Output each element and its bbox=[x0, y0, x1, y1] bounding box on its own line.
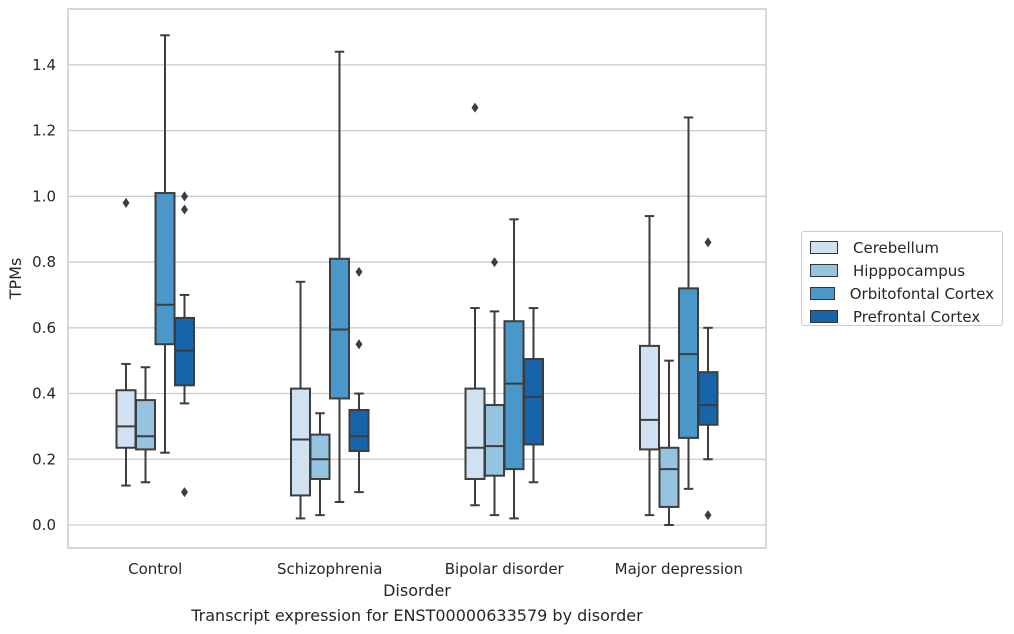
iqr-box bbox=[154, 192, 176, 346]
x-axis-title: Disorder bbox=[383, 581, 451, 600]
chart-caption: Transcript expression for ENST0000063357… bbox=[191, 606, 643, 625]
outlier-point bbox=[122, 197, 130, 208]
legend-label: Prefrontal Cortex bbox=[853, 307, 981, 326]
legend-label: Orbitofontal Cortex bbox=[849, 284, 994, 303]
x-tick-label: Bipolar disorder bbox=[445, 560, 565, 578]
x-tick-label: Control bbox=[128, 560, 182, 578]
outlier-point bbox=[181, 487, 188, 498]
box-orbitofontal-cortex-2 bbox=[503, 218, 525, 520]
legend-label: Hipppocampus bbox=[853, 261, 966, 280]
outlier-point bbox=[471, 102, 479, 113]
box-hipppocampus-2 bbox=[484, 257, 505, 517]
legend-swatch bbox=[810, 287, 835, 300]
iqr-box bbox=[309, 433, 331, 480]
x-tick-label: Schizophrenia bbox=[277, 560, 382, 578]
box-hipppocampus-0 bbox=[135, 366, 156, 484]
box-cerebellum-2 bbox=[464, 102, 486, 507]
iqr-box bbox=[678, 287, 699, 439]
box-prefrontal-cortex-1 bbox=[348, 266, 370, 494]
legend-swatch bbox=[810, 264, 838, 277]
legend-item: Cerebellum bbox=[810, 236, 994, 259]
iqr-box bbox=[290, 387, 311, 497]
iqr-box bbox=[484, 404, 505, 477]
iqr-box bbox=[464, 387, 486, 480]
legend-item: Orbitofontal Cortex bbox=[810, 282, 994, 305]
y-tick-label: 0.8 bbox=[32, 253, 56, 271]
x-axis-ticks: Control Schizophrenia Bipolar disorder Majo… bbox=[128, 560, 743, 578]
legend-swatch bbox=[810, 241, 838, 254]
boxes bbox=[115, 34, 719, 526]
legend-swatch bbox=[810, 310, 838, 323]
outlier-point bbox=[181, 204, 188, 215]
x-tick-label: Major depression bbox=[615, 560, 743, 578]
iqr-box bbox=[115, 389, 137, 449]
y-tick-label: 1.2 bbox=[32, 122, 56, 140]
iqr-box bbox=[503, 320, 525, 471]
legend: Cerebellum Hipppocampus Orbitofontal Corte… bbox=[801, 231, 1003, 326]
box-cerebellum-1 bbox=[290, 280, 311, 520]
y-tick-label: 0.4 bbox=[32, 385, 56, 403]
legend-item: Prefrontal Cortex bbox=[810, 305, 994, 328]
box-cerebellum-3 bbox=[639, 215, 660, 517]
y-tick-label: 1.4 bbox=[32, 56, 56, 74]
iqr-box bbox=[697, 371, 719, 426]
iqr-box bbox=[658, 446, 680, 508]
outlier-point bbox=[355, 339, 363, 350]
y-tick-label: 1.0 bbox=[32, 187, 56, 205]
outlier-point bbox=[704, 510, 712, 521]
box-orbitofontal-cortex-3 bbox=[678, 116, 699, 490]
box-prefrontal-cortex-3 bbox=[697, 237, 719, 521]
iqr-box bbox=[639, 344, 660, 451]
y-tick-label: 0.0 bbox=[32, 516, 56, 534]
iqr-box bbox=[523, 358, 544, 446]
y-tick-label: 0.6 bbox=[32, 319, 56, 337]
box-prefrontal-cortex-0 bbox=[174, 191, 195, 498]
iqr-box bbox=[135, 399, 156, 451]
outlier-point bbox=[181, 191, 188, 202]
outlier-point bbox=[355, 266, 363, 277]
y-axis-title: TPMs bbox=[6, 258, 25, 301]
iqr-box bbox=[348, 408, 370, 453]
outlier-point bbox=[491, 257, 498, 268]
y-axis-ticks: 0.0 0.2 0.4 0.6 0.8 1.0 1.2 1.4 bbox=[32, 56, 56, 534]
box-orbitofontal-cortex-0 bbox=[154, 34, 176, 454]
box-prefrontal-cortex-2 bbox=[523, 307, 544, 484]
outlier-point bbox=[704, 237, 712, 248]
y-tick-label: 0.2 bbox=[32, 450, 56, 468]
box-orbitofontal-cortex-1 bbox=[329, 50, 350, 503]
box-hipppocampus-1 bbox=[309, 412, 331, 517]
box-cerebellum-0 bbox=[115, 197, 137, 487]
box-hipppocampus-3 bbox=[658, 359, 680, 526]
plot-frame bbox=[67, 8, 767, 549]
legend-label: Cerebellum bbox=[853, 238, 939, 257]
legend-item: Hipppocampus bbox=[810, 259, 994, 282]
